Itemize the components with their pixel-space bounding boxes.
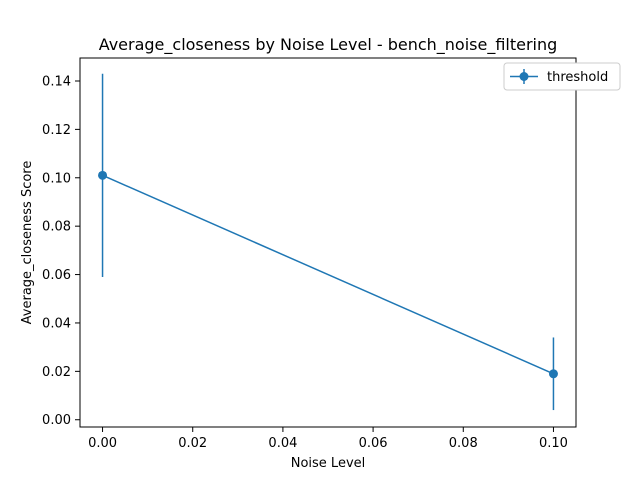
y-tick-label: 0.00 [42,413,71,428]
x-tick-label: 0.06 [359,436,388,451]
x-tick-label: 0.04 [268,436,297,451]
axes-frame [79,57,577,428]
series-line-threshold [102,174,554,375]
plot-area [98,73,558,411]
legend-box [503,62,621,91]
y-tick-label: 0.12 [42,123,71,138]
y-tick-label: 0.14 [42,74,71,89]
y-tick-label: 0.08 [42,220,71,235]
y-tick-label: 0.10 [42,171,71,186]
x-tick-label: 0.00 [88,436,117,451]
x-tick-label: 0.10 [539,436,568,451]
x-axis-title: Noise Level [291,456,366,471]
y-axis: 0.00 0.02 0.04 0.06 0.08 0.10 0.12 0.14 [42,74,80,428]
chart-title: Average_closeness by Noise Level - bench… [99,35,558,55]
y-tick-label: 0.04 [42,316,71,331]
x-axis: 0.00 0.02 0.04 0.06 0.08 0.10 [88,427,568,451]
data-point [548,369,558,379]
data-point [98,170,108,180]
x-tick-label: 0.02 [178,436,207,451]
y-tick-label: 0.06 [42,268,71,283]
legend: threshold [503,62,621,91]
legend-label-threshold: threshold [547,70,608,85]
y-tick-label: 0.02 [42,365,71,380]
legend-marker-threshold [519,72,529,81]
x-tick-label: 0.08 [449,436,478,451]
y-axis-title: Average_closeness Score [20,161,35,325]
